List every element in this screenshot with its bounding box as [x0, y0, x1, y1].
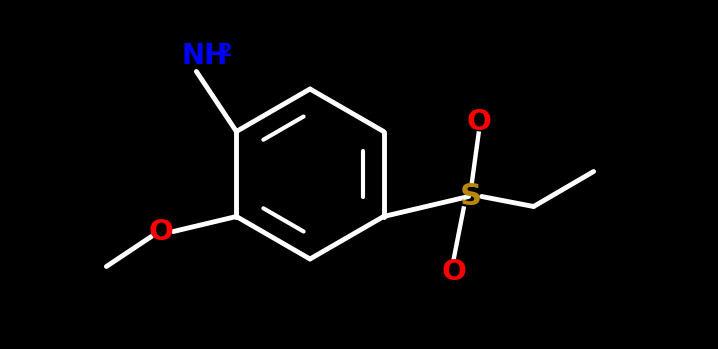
- Text: O: O: [441, 258, 466, 285]
- Text: O: O: [466, 107, 491, 135]
- Text: O: O: [149, 217, 174, 245]
- Text: NH: NH: [182, 43, 228, 70]
- Text: S: S: [460, 182, 482, 211]
- Text: 2: 2: [220, 42, 232, 59]
